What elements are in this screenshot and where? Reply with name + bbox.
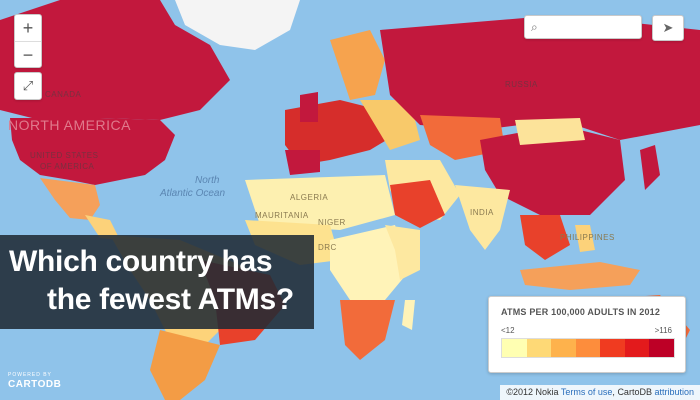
uk (300, 92, 318, 122)
cartodb-branding[interactable]: POWERED BY CARTODB (8, 372, 61, 390)
share-arrow-icon: ➤ (662, 20, 674, 35)
legend-swatch-4 (575, 339, 601, 357)
saudi-arabia (390, 180, 445, 228)
japan (640, 145, 660, 190)
fullscreen-icon: ⤢ (22, 78, 34, 93)
zoom-out-button[interactable]: − (15, 41, 41, 68)
label-india: INDIA (470, 208, 494, 217)
eastern-europe (360, 100, 420, 150)
cartodb-logo: CARTODB (8, 379, 62, 390)
label-canada: CANADA (45, 90, 82, 99)
legend-swatch-1 (502, 339, 527, 357)
label-philippines: PHILIPPINES (560, 233, 615, 242)
legend-title: ATMS PER 100,000 ADULTS IN 2012 (501, 307, 661, 317)
attribution-copyright: ©2012 Nokia (506, 387, 559, 397)
legend-swatch-2 (526, 339, 552, 357)
terms-of-use-link[interactable]: Terms of use (560, 387, 613, 397)
mongolia (515, 118, 585, 145)
iberia (285, 150, 320, 175)
philippines (575, 225, 595, 252)
legend-swatch-6 (624, 339, 650, 357)
china (480, 125, 625, 215)
attribution-separator: , (612, 387, 615, 397)
greenland (175, 0, 300, 50)
indonesia (520, 262, 640, 290)
central-america (85, 215, 120, 240)
label-niger: NIGER (318, 218, 346, 227)
powered-by-label: POWERED BY (8, 372, 52, 378)
attribution-link[interactable]: attribution (654, 387, 694, 397)
southern-africa (340, 300, 395, 360)
magnifier-icon: ⌕ (531, 19, 538, 34)
madagascar (402, 300, 415, 330)
attribution-bar: ©2012 Nokia Terms of use, CartoDB attrib… (500, 385, 700, 400)
label-usa-2: OF AMERICA (40, 162, 95, 171)
label-russia: RUSSIA (505, 80, 538, 89)
label-ocean-2: Atlantic Ocean (159, 188, 225, 199)
east-africa (385, 225, 420, 280)
southeast-asia (520, 215, 570, 260)
legend-swatch-5 (600, 339, 625, 357)
headline-line-1: Which country has (9, 245, 273, 278)
india (455, 185, 510, 250)
zoom-control: + − (14, 14, 42, 68)
headline-line-2: the fewest ATMs? (47, 283, 294, 316)
argentina (150, 330, 220, 400)
label-drc: DRC (318, 243, 337, 252)
headline-box: Which country has the fewest ATMs? (0, 235, 314, 329)
label-usa-1: UNITED STATES (30, 151, 98, 160)
zoom-in-button[interactable]: + (22, 18, 34, 38)
fullscreen-button[interactable]: ⤢ (14, 72, 42, 100)
mexico (40, 178, 100, 220)
legend: ATMS PER 100,000 ADULTS IN 2012 <12 >116 (488, 296, 686, 373)
attribution-cartodb: CartoDB (617, 387, 652, 397)
russia (380, 15, 700, 140)
legend-min-label: <12 (501, 326, 515, 335)
label-algeria: ALGERIA (290, 193, 328, 202)
legend-swatch-7 (649, 339, 675, 357)
label-ocean-1: North (195, 175, 220, 186)
usa (10, 118, 175, 185)
legend-max-label: >116 (654, 326, 672, 335)
canada (0, 0, 230, 120)
legend-color-scale (501, 338, 675, 358)
central-africa (330, 225, 410, 300)
label-north-america: NORTH AMERICA (8, 117, 131, 133)
share-button[interactable]: ➤ (652, 15, 684, 41)
label-mauritania: MAURITANIA (255, 211, 309, 220)
north-africa (245, 175, 395, 230)
search-input[interactable] (543, 20, 638, 34)
scandinavia (330, 30, 385, 100)
search-box: ⌕ (524, 15, 642, 39)
legend-swatch-3 (551, 339, 576, 357)
